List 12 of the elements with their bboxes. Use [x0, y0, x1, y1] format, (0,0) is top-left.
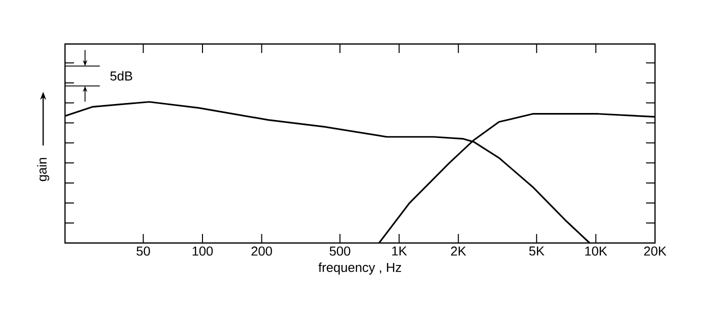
x-tick-label: 100 — [192, 246, 213, 256]
x-tick-label: 500 — [330, 246, 350, 256]
y-axis-title: gain — [37, 158, 50, 182]
x-tick-label: 50 — [136, 246, 150, 256]
x-tick-label: 10K — [585, 246, 608, 256]
x-tick-label: 20K — [644, 246, 666, 256]
x-tick-label: 2K — [451, 246, 466, 256]
text: 5dB — [110, 71, 132, 81]
x-tick-label: 5K — [529, 246, 544, 256]
x-tick-label: 1K — [392, 246, 407, 256]
x-axis-title: frequency , Hz — [318, 262, 402, 275]
x-tick-label: 200 — [252, 246, 272, 256]
